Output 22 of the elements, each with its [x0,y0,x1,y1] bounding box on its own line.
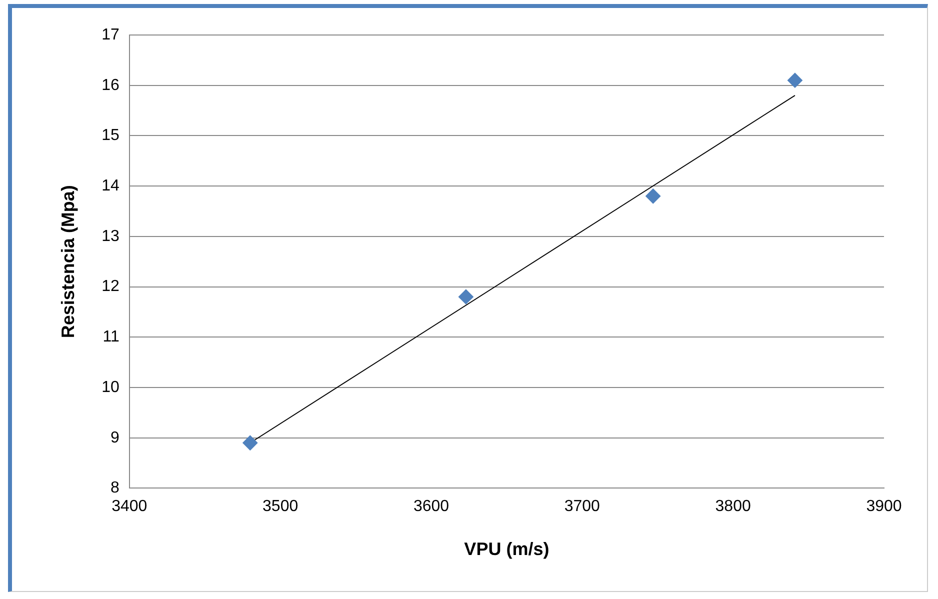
y-tick-label: 9 [110,429,120,446]
y-tick-label: 13 [102,228,120,245]
y-tick-label: 11 [102,328,120,346]
y-tick-label: 17 [102,26,120,44]
y-tick-label: 12 [102,278,120,296]
y-tick-label: 15 [102,127,120,144]
x-tick-label: 3500 [262,498,298,516]
point [458,289,474,304]
y-tick-label: 8 [110,480,120,497]
y-tick-label: 14 [102,177,120,194]
y-tick-label: 16 [102,76,120,94]
point [646,188,661,204]
x-tick-label: 3600 [413,498,450,516]
point [787,72,802,88]
x-tick-label: 3900 [866,498,902,516]
y-axis-title: Resistencia (Mpa) [58,185,78,338]
x-tick-label: 3800 [715,498,751,516]
x-tick-label: 3700 [564,498,600,516]
y-tick-label: 10 [102,378,120,396]
x-axis-title: VPU (m/s) [464,539,550,560]
x-tick-label: 3400 [112,498,148,516]
point [242,435,258,450]
